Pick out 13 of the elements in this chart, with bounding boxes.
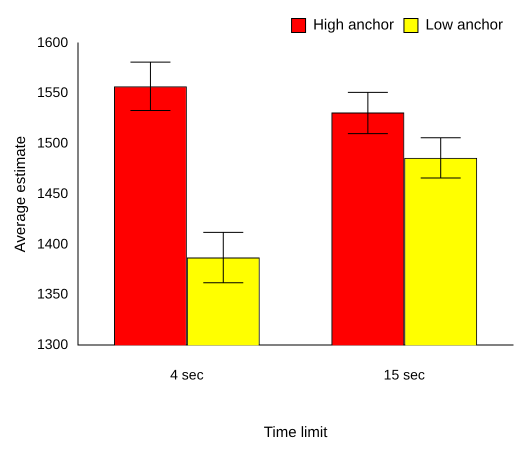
y-tick-label: 1300: [36, 336, 68, 352]
y-tick-label: 1600: [36, 34, 68, 50]
y-tick-label: 1550: [36, 84, 68, 100]
legend-label: High anchor: [313, 16, 394, 34]
y-tick-label: 1500: [36, 134, 68, 151]
y-tick-label: 1450: [36, 184, 68, 201]
y-axis-title: Average estimate: [12, 136, 30, 252]
x-axis-title: Time limit: [264, 424, 328, 442]
y-tick-label: 1400: [36, 235, 68, 252]
legend-label: Low anchor: [425, 16, 504, 34]
y-tick-label: 1350: [36, 286, 68, 302]
x-tick-label: 4 sec: [170, 366, 204, 382]
x-tick-label: 15 sec: [384, 366, 425, 382]
